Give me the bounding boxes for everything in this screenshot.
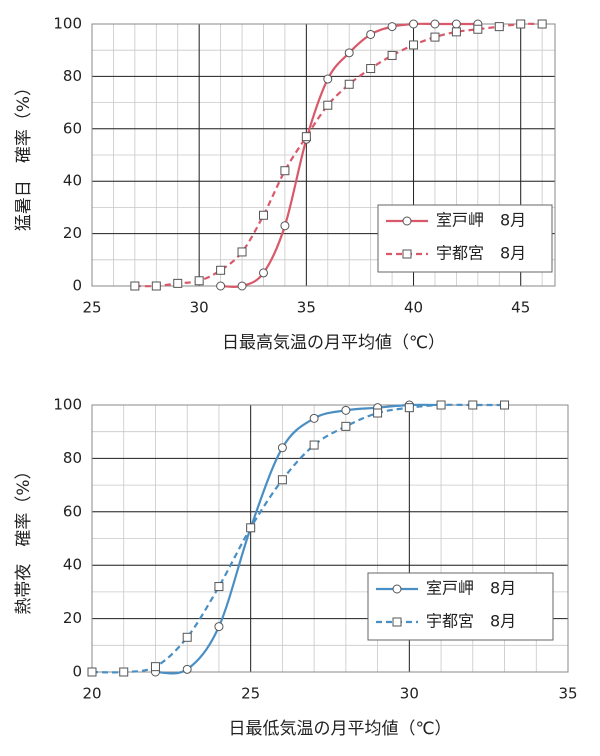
legend-marker <box>402 249 412 259</box>
point-marker <box>409 19 419 29</box>
y-tick-label: 20 <box>63 224 82 242</box>
x-tick-label: 25 <box>82 299 101 317</box>
plot-frame <box>91 23 556 287</box>
x-tick-label: 30 <box>190 299 209 317</box>
point-marker <box>301 132 311 142</box>
x-tick-label: 30 <box>400 685 419 703</box>
point-marker <box>87 667 97 677</box>
x-axis-label: 日最低気温の月平均値（℃） <box>228 719 451 739</box>
point-marker <box>194 276 204 286</box>
point-marker <box>373 408 383 418</box>
point-marker <box>516 19 526 29</box>
y-tick-label: 60 <box>63 119 82 137</box>
series-line <box>134 22 543 288</box>
point-marker <box>182 632 192 642</box>
point-marker <box>366 29 376 39</box>
point-marker <box>130 281 140 291</box>
x-tick-label: 35 <box>297 299 316 317</box>
point-marker <box>277 475 287 485</box>
y-tick-label: 100 <box>53 396 82 414</box>
point-marker <box>341 405 351 415</box>
point-marker <box>237 281 247 291</box>
legend-label: 宇都宮 8月 <box>426 612 516 631</box>
point-marker <box>216 281 226 291</box>
point-marker <box>537 19 547 29</box>
point-marker <box>216 265 226 275</box>
x-axis-label: 日最高気温の月平均値（℃） <box>222 333 445 353</box>
x-tick-label: 40 <box>404 299 423 317</box>
y-tick-label: 40 <box>63 556 82 574</box>
y-tick-label: 20 <box>63 609 82 627</box>
y-axis-label: 熱帯夜 確率（%） <box>14 462 34 614</box>
y-tick-label: 80 <box>63 449 82 467</box>
point-marker <box>182 664 192 674</box>
point-marker <box>473 24 483 34</box>
y-tick-label: 0 <box>72 277 82 295</box>
point-marker <box>280 221 290 231</box>
point-marker <box>366 64 376 74</box>
x-tick-label: 35 <box>558 685 577 703</box>
point-marker <box>341 421 351 431</box>
point-marker <box>323 74 333 84</box>
point-marker <box>150 662 160 672</box>
point-marker <box>246 523 256 533</box>
legend-marker <box>392 584 402 594</box>
plot-frame <box>91 404 569 673</box>
point-marker <box>468 400 478 410</box>
point-marker <box>409 40 419 50</box>
point-marker <box>344 79 354 89</box>
x-tick-label: 45 <box>511 299 530 317</box>
point-marker <box>309 413 319 423</box>
point-marker <box>309 440 319 450</box>
point-marker <box>214 622 224 632</box>
y-axis-label: 猛暑日 確率（%） <box>14 79 34 231</box>
point-marker <box>387 22 397 32</box>
point-marker <box>173 278 183 288</box>
y-tick-label: 80 <box>63 67 82 85</box>
point-marker <box>344 48 354 58</box>
y-tick-label: 100 <box>53 15 82 33</box>
point-marker <box>277 443 287 453</box>
point-marker <box>451 27 461 37</box>
point-marker <box>430 32 440 42</box>
x-tick-label: 20 <box>82 685 101 703</box>
legend-box <box>377 204 553 273</box>
x-tick-label: 25 <box>241 685 260 703</box>
point-marker <box>451 19 461 29</box>
series-line <box>155 403 442 675</box>
point-marker <box>430 19 440 29</box>
legend-box <box>367 572 554 641</box>
legend-label: 室戸岬 8月 <box>426 579 516 598</box>
y-tick-label: 40 <box>63 172 82 190</box>
legend-label: 宇都宮 8月 <box>436 244 526 263</box>
legend-marker <box>392 617 402 627</box>
point-marker <box>214 582 224 592</box>
y-tick-label: 0 <box>72 663 82 681</box>
point-marker <box>387 50 397 60</box>
point-marker <box>404 403 414 413</box>
point-marker <box>323 100 333 110</box>
legend-marker <box>402 216 412 226</box>
point-marker <box>500 400 510 410</box>
point-marker <box>494 22 504 32</box>
point-marker <box>436 400 446 410</box>
y-tick-label: 60 <box>63 502 82 520</box>
point-marker <box>258 268 268 278</box>
point-marker <box>258 210 268 220</box>
point-marker <box>237 247 247 257</box>
point-marker <box>280 166 290 176</box>
point-marker <box>151 281 161 291</box>
point-marker <box>119 667 129 677</box>
legend-label: 室戸岬 8月 <box>436 211 526 230</box>
